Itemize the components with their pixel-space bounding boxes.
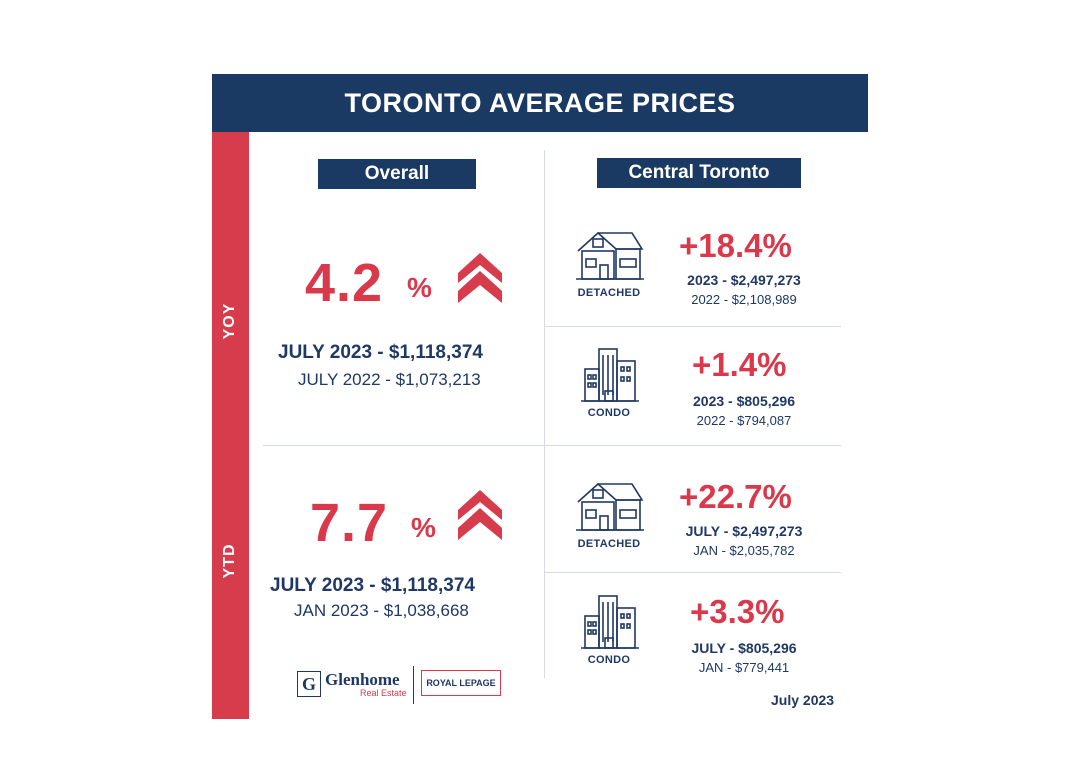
- royal-lepage-text: ROYAL LEPAGE: [426, 678, 496, 688]
- condo-building-icon: [581, 595, 639, 649]
- overall-title: Overall: [318, 159, 476, 189]
- central-divider-2: [544, 445, 841, 446]
- up-chevrons-icon: [458, 490, 502, 548]
- overall-row-divider: [263, 445, 544, 446]
- tile-4-current: JULY - $805,296: [691, 640, 797, 656]
- tile-3-previous: JAN - $2,035,782: [693, 543, 795, 558]
- tile-3-current: JULY - $2,497,273: [685, 523, 803, 539]
- royal-lepage-logo: ROYAL LEPAGE: [421, 670, 501, 696]
- house-icon: [576, 483, 644, 531]
- overall-ytd-previous: JAN 2023 - $1,038,668: [294, 601, 469, 620]
- up-chevrons-icon: [458, 253, 502, 311]
- overall-ytd-percent-sign: %: [411, 512, 436, 543]
- tile-1-label: DETACHED: [577, 287, 641, 299]
- glenhome-logo-sub: Real Estate: [360, 688, 407, 698]
- tile-4-previous: JAN - $779,441: [698, 660, 790, 675]
- tile-1-previous: 2022 - $2,108,989: [691, 292, 797, 307]
- overall-yoy-percent-sign: %: [407, 272, 432, 303]
- glenhome-logo-mark: G: [297, 671, 321, 697]
- condo-building-icon: [581, 348, 639, 402]
- overall-yoy-percent: 4.2: [305, 253, 384, 313]
- tile-3-label: DETACHED: [577, 538, 641, 550]
- page-title: TORONTO AVERAGE PRICES: [212, 74, 868, 132]
- yoy-label: YOY: [221, 302, 238, 340]
- overall-yoy-previous: JULY 2022 - $1,073,213: [298, 370, 481, 389]
- tile-1-percent: +18.4%: [679, 227, 792, 264]
- glenhome-logo: Glenhome: [325, 670, 400, 689]
- period-sidebar: YOY YTD: [212, 132, 249, 719]
- footer-date: July 2023: [771, 692, 835, 708]
- tile-2-current: 2023 - $805,296: [693, 393, 795, 409]
- tile-4-label: CONDO: [587, 654, 631, 666]
- column-divider: [544, 150, 545, 678]
- tile-3-percent: +22.7%: [679, 478, 792, 515]
- logo-divider: [413, 666, 414, 704]
- tile-1-current: 2023 - $2,497,273: [687, 272, 801, 288]
- ytd-label: YTD: [221, 543, 238, 579]
- house-icon: [576, 232, 644, 280]
- overall-yoy-current: JULY 2023 - $1,118,374: [278, 342, 483, 363]
- tile-2-label: CONDO: [587, 407, 631, 419]
- overall-ytd-current: JULY 2023 - $1,118,374: [270, 575, 475, 596]
- tile-2-previous: 2022 - $794,087: [696, 413, 792, 428]
- central-divider-1: [544, 326, 841, 327]
- central-title: Central Toronto: [597, 158, 801, 188]
- central-divider-3: [544, 572, 841, 573]
- overall-ytd-percent: 7.7: [310, 493, 389, 553]
- tile-2-percent: +1.4%: [692, 346, 787, 383]
- tile-4-percent: +3.3%: [690, 593, 785, 630]
